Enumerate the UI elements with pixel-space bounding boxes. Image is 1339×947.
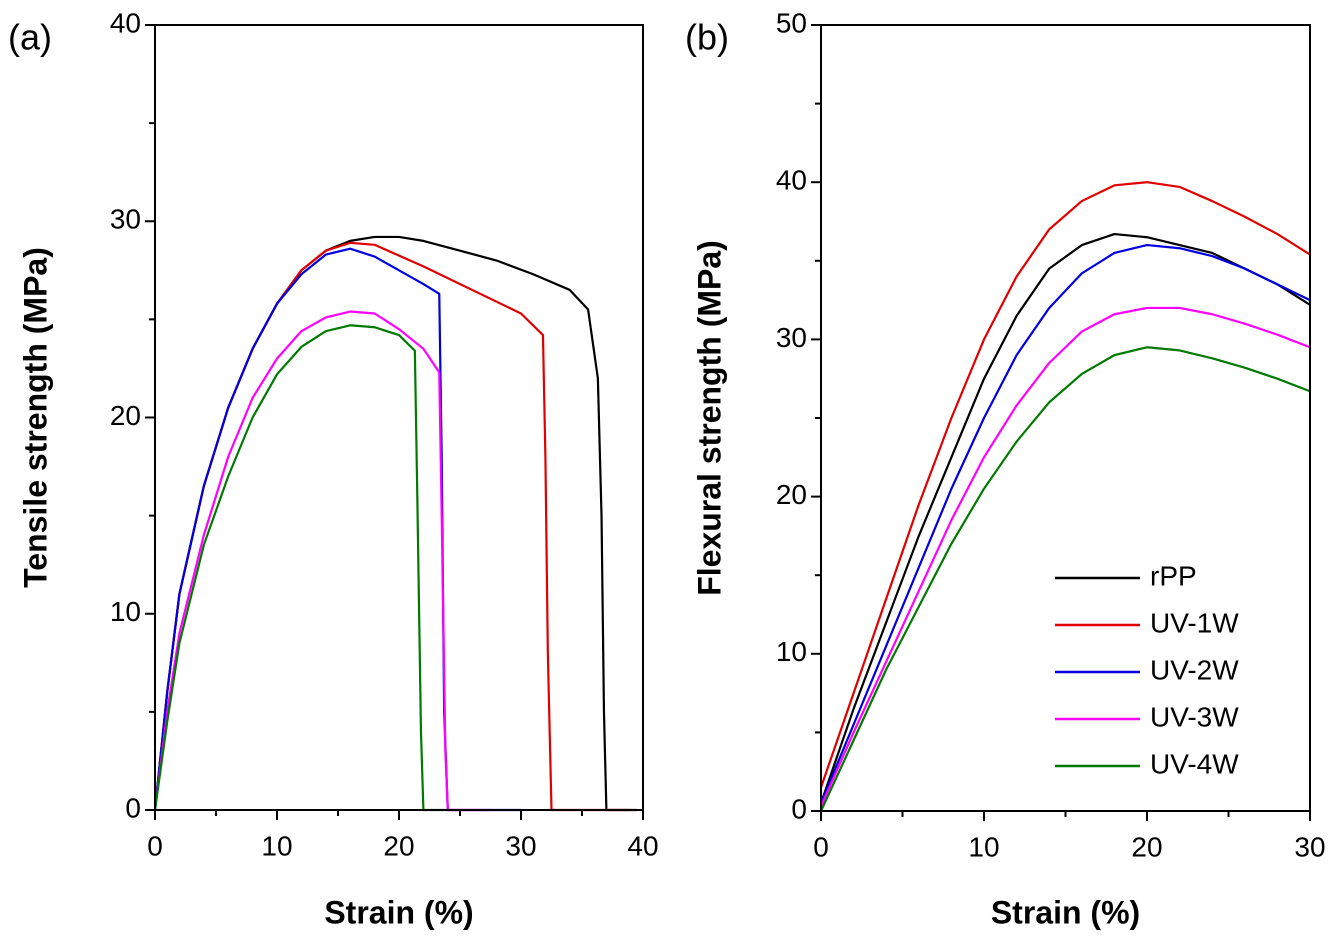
x-tick-label: 30 (1294, 831, 1325, 862)
x-tick-label: 10 (261, 830, 292, 861)
x-axis-title: Strain (%) (324, 894, 473, 930)
y-tick-label: 40 (776, 165, 807, 196)
legend-label: UV-2W (1150, 654, 1239, 685)
y-tick-label: 40 (110, 7, 141, 38)
y-axis-title: Flexural strength (MPa) (691, 240, 727, 596)
series-line (153, 241, 631, 812)
x-tick-label: 0 (147, 830, 163, 861)
panel-label: (a) (8, 17, 52, 58)
y-tick-label: 0 (791, 793, 807, 824)
plot-frame (154, 24, 644, 811)
legend-label: UV-1W (1150, 607, 1239, 638)
x-tick-label: 0 (813, 831, 829, 862)
legend-label: UV-4W (1150, 748, 1239, 779)
y-tick-label: 30 (110, 204, 141, 235)
series-line (153, 235, 637, 812)
y-tick-label: 20 (776, 479, 807, 510)
panel-label: (b) (685, 17, 729, 58)
x-tick-label: 10 (968, 831, 999, 862)
x-tick-label: 40 (627, 830, 658, 861)
x-tick-label: 20 (383, 830, 414, 861)
y-tick-label: 30 (776, 322, 807, 353)
series-line (819, 181, 1311, 788)
series-line (153, 310, 491, 812)
x-tick-label: 20 (1131, 831, 1162, 862)
x-tick-label: 30 (505, 830, 536, 861)
y-tick-label: 10 (110, 596, 141, 627)
y-tick-label: 20 (110, 400, 141, 431)
y-axis-title: Tensile strength (MPa) (17, 247, 53, 588)
x-axis-title: Strain (%) (991, 894, 1140, 930)
series-line (819, 306, 1311, 807)
y-tick-label: 10 (776, 636, 807, 667)
legend-label: UV-3W (1150, 701, 1239, 732)
plot-frame (820, 24, 1311, 812)
series-line (153, 324, 448, 812)
y-tick-label: 50 (776, 7, 807, 38)
legend-label: rPP (1150, 560, 1197, 591)
y-tick-label: 0 (125, 792, 141, 823)
series-line (819, 232, 1311, 804)
series-line (820, 346, 1311, 812)
series-line (819, 243, 1311, 804)
